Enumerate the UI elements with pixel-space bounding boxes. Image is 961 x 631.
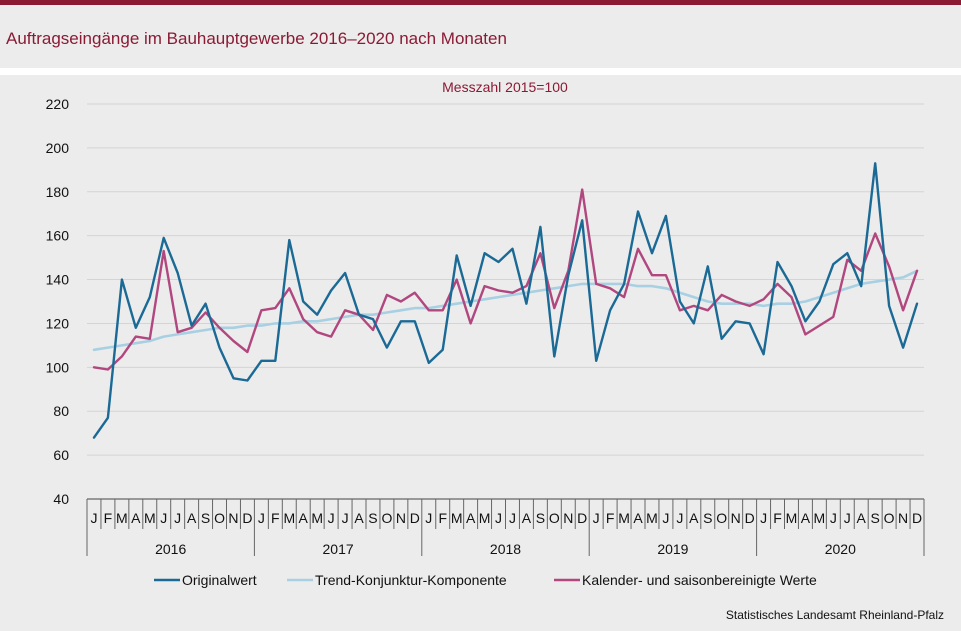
legend-label: Trend-Konjunktur-Komponente: [315, 572, 507, 588]
month-label: J: [760, 510, 767, 526]
year-label: 2016: [155, 541, 186, 557]
month-label: F: [104, 510, 113, 526]
y-tick-label: 160: [46, 228, 70, 244]
month-label: O: [381, 510, 392, 526]
series-lines: [92, 162, 919, 439]
month-label: O: [549, 510, 560, 526]
month-label: F: [773, 510, 782, 526]
month-label: A: [633, 510, 643, 526]
legend-label: Kalender- und saisonbereinigte Werte: [582, 572, 817, 588]
month-label: N: [396, 510, 406, 526]
month-label: J: [495, 510, 502, 526]
month-label: J: [160, 510, 167, 526]
month-label: D: [577, 510, 587, 526]
month-label: M: [451, 510, 463, 526]
line-chart: Messzahl 2015=100 40 60 80 100 120 140 160 180 2…: [46, 79, 944, 622]
month-label: A: [354, 510, 364, 526]
legend-item: Kalender- und saisonbereinigte Werte: [554, 572, 817, 588]
month-label: A: [131, 510, 141, 526]
month-label: M: [283, 510, 295, 526]
month-label: A: [689, 510, 699, 526]
month-label: O: [716, 510, 727, 526]
month-label: O: [214, 510, 225, 526]
month-label: S: [703, 510, 712, 526]
series-trend-line: [92, 269, 919, 352]
series-adjusted-line: [92, 188, 919, 371]
y-tick-label: 140: [46, 272, 70, 288]
month-label: N: [898, 510, 908, 526]
y-tick-label: 80: [53, 403, 69, 419]
month-label: O: [884, 510, 895, 526]
month-label: M: [116, 510, 128, 526]
legend-label: Originalwert: [182, 572, 257, 588]
y-axis-labels: 40 60 80 100 120 140 160 180 200 220: [46, 96, 70, 507]
month-label: J: [593, 510, 600, 526]
month-label: M: [618, 510, 630, 526]
month-label: J: [342, 510, 349, 526]
year-label: 2019: [657, 541, 688, 557]
month-label: M: [786, 510, 798, 526]
month-label: D: [912, 510, 922, 526]
month-label: M: [144, 510, 156, 526]
y-tick-label: 120: [46, 315, 70, 331]
month-label: N: [731, 510, 741, 526]
legend: Originalwert Trend-Konjunktur-Komponente K…: [154, 572, 817, 588]
month-label: M: [814, 510, 826, 526]
grid-lines: [87, 103, 924, 456]
month-label: J: [328, 510, 335, 526]
month-label: M: [311, 510, 323, 526]
month-label: A: [801, 510, 811, 526]
header-panel: Auftragseingänge im Bauhauptgewerbe 2016…: [0, 5, 961, 68]
y-tick-label: 220: [46, 96, 70, 112]
month-label: M: [479, 510, 491, 526]
year-label: 2018: [490, 541, 521, 557]
month-label: J: [90, 510, 97, 526]
legend-item: Originalwert: [154, 572, 257, 588]
month-label: J: [662, 510, 669, 526]
month-label: D: [242, 510, 252, 526]
month-label: A: [522, 510, 532, 526]
month-label: J: [174, 510, 181, 526]
legend-item: Trend-Konjunktur-Komponente: [287, 572, 507, 588]
month-label: N: [563, 510, 573, 526]
month-label: F: [606, 510, 615, 526]
month-label: A: [857, 510, 867, 526]
chart-subtitle: Messzahl 2015=100: [442, 79, 568, 95]
month-label: J: [509, 510, 516, 526]
month-label: D: [410, 510, 420, 526]
month-label: A: [187, 510, 197, 526]
month-label: J: [258, 510, 265, 526]
month-label: M: [646, 510, 658, 526]
year-label: 2020: [825, 541, 856, 557]
month-label: N: [228, 510, 238, 526]
month-label: A: [466, 510, 476, 526]
chart-panel: Messzahl 2015=100 40 60 80 100 120 140 160 180 2…: [0, 75, 961, 631]
y-tick-label: 60: [53, 447, 69, 463]
month-label: J: [676, 510, 683, 526]
month-label: S: [871, 510, 880, 526]
month-label: D: [745, 510, 755, 526]
y-tick-label: 40: [53, 491, 69, 507]
month-label: A: [299, 510, 309, 526]
month-label: J: [425, 510, 432, 526]
y-tick-label: 100: [46, 359, 70, 375]
month-label: S: [368, 510, 377, 526]
month-label: J: [830, 510, 837, 526]
month-label: J: [844, 510, 851, 526]
year-label: 2017: [323, 541, 354, 557]
month-label: S: [536, 510, 545, 526]
month-label: S: [201, 510, 210, 526]
y-tick-label: 200: [46, 140, 70, 156]
source-note: Statistisches Landesamt Rheinland-Pfalz: [726, 608, 944, 622]
month-label: F: [438, 510, 447, 526]
y-tick-label: 180: [46, 184, 70, 200]
series-original-line: [92, 162, 919, 439]
chart-title: Auftragseingänge im Bauhauptgewerbe 2016…: [6, 29, 507, 48]
top-accent-bar: [0, 0, 961, 5]
month-label: F: [271, 510, 280, 526]
